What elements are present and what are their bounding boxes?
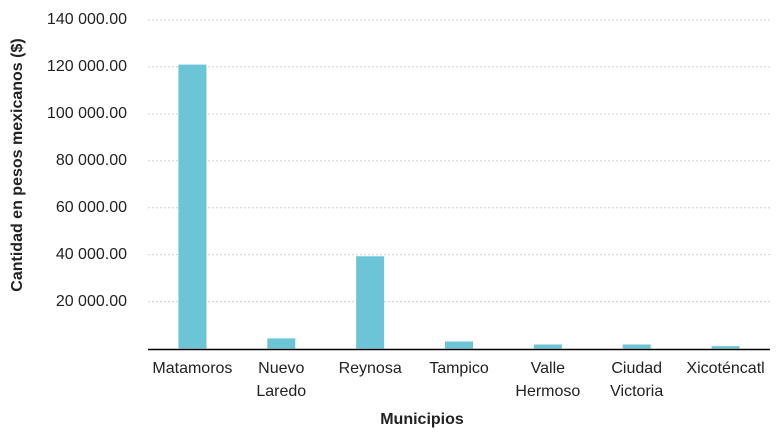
bar [178,64,207,349]
x-tick-label: Ciudad Victoria [610,360,664,400]
y-tick-label: 20 000.00 [56,293,127,310]
x-tick-label: Xicoténcatl [686,360,765,377]
x-tick-label: Nuevo Laredo [256,360,307,400]
y-tick-label: 100 000.00 [47,105,127,122]
bar [445,341,473,349]
bar [711,346,740,349]
bar [267,338,296,349]
x-tick-label: Tampico [429,360,489,377]
bar [533,344,562,349]
x-tick-label: Valle Hermoso [515,360,581,400]
y-tick-label: 80 000.00 [56,152,127,169]
x-tick-label: Matamoros [152,360,233,377]
y-axis-title: Cantidad en pesos mexicanos ($) [9,38,26,291]
y-tick-label: 40 000.00 [56,246,127,263]
x-tick-label: Reynosa [338,360,402,377]
y-tick-label: 120 000.00 [47,58,127,75]
bar [622,344,651,349]
y-tick-label: 60 000.00 [56,199,127,216]
x-axis-title: Municipios [380,411,464,428]
y-tick-label: 140 000.00 [47,11,127,28]
bar [356,256,385,349]
